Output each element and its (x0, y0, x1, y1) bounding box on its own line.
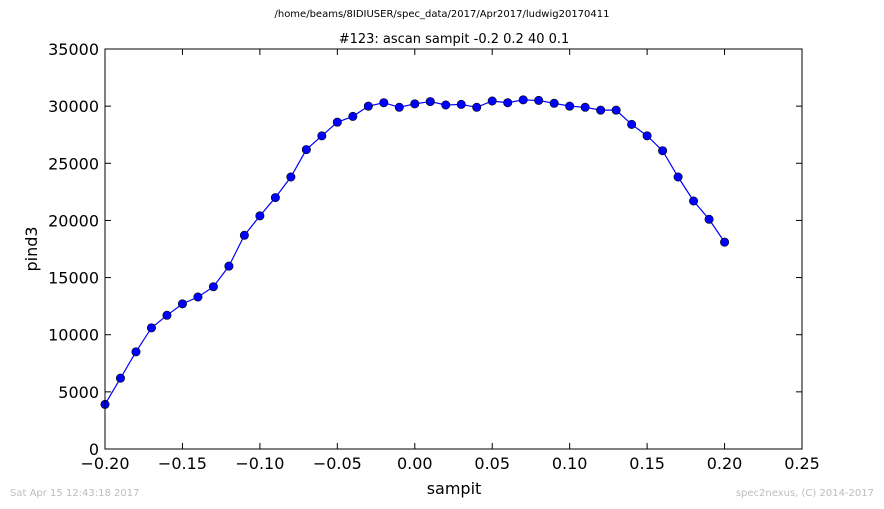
figure-suptitle: /home/beams/8IDIUSER/spec_data/2017/Apr2… (274, 9, 610, 20)
axis-ticks: −0.20 −0.15 −0.10 −0.05 0.00 0.05 0.10 0.15 0.20… (48, 40, 820, 473)
data-point (596, 105, 606, 115)
data-point (332, 117, 342, 127)
data-point (177, 299, 187, 309)
footer-credit: spec2nexus, (C) 2014-2017 (735, 488, 874, 499)
data-point (193, 292, 203, 302)
x-tick-label: 0.10 (552, 454, 588, 473)
y-tick-label: 35000 (48, 40, 99, 59)
data-point (565, 101, 575, 111)
x-tick-label: 0.25 (784, 454, 820, 473)
data-point (255, 211, 265, 221)
y-tick-label: 25000 (48, 154, 99, 173)
data-point (162, 310, 172, 320)
data-point (658, 146, 668, 156)
x-axis-label: sampit (427, 479, 482, 498)
data-point (673, 172, 683, 182)
data-point (363, 101, 373, 111)
x-tick-label: −0.20 (80, 454, 129, 473)
data-point (720, 237, 730, 247)
data-point (503, 98, 513, 108)
plot-area (100, 95, 730, 409)
x-tick-label: 0.00 (397, 454, 433, 473)
data-point (131, 347, 141, 357)
data-point (456, 99, 466, 109)
data-point (642, 131, 652, 141)
x-tick-label: 0.20 (707, 454, 743, 473)
x-tick-label: −0.05 (313, 454, 362, 473)
data-point (286, 172, 296, 182)
data-point (394, 102, 404, 112)
data-point (115, 373, 125, 383)
y-axis-label: pind3 (22, 226, 41, 271)
data-point (425, 97, 435, 107)
data-point (472, 102, 482, 112)
data-point (549, 98, 559, 108)
data-point (627, 119, 637, 129)
y-tick-label: 15000 (48, 269, 99, 288)
x-tick-label: 0.05 (474, 454, 510, 473)
data-point (611, 105, 621, 115)
data-point (146, 323, 156, 333)
series-line (104, 99, 726, 405)
y-tick-label: 30000 (48, 97, 99, 116)
data-point (518, 95, 528, 105)
chart-title: #123: ascan sampit -0.2 0.2 40 0.1 (339, 32, 570, 47)
data-point (379, 98, 389, 108)
footer-timestamp: Sat Apr 15 12:43:18 2017 (10, 488, 140, 499)
x-tick-label: −0.10 (235, 454, 284, 473)
x-tick-label: −0.15 (158, 454, 207, 473)
data-point (208, 282, 218, 292)
data-point (301, 145, 311, 155)
data-point (239, 230, 249, 240)
data-point (317, 131, 327, 141)
data-point (704, 214, 714, 224)
data-point (580, 102, 590, 112)
plot-frame (104, 48, 803, 450)
y-tick-label: 5000 (58, 383, 99, 402)
y-tick-label: 20000 (48, 211, 99, 230)
data-point (270, 193, 280, 203)
data-point (689, 196, 699, 206)
x-tick-label: 0.15 (629, 454, 665, 473)
data-point (441, 100, 451, 110)
data-point (410, 99, 420, 109)
data-point (348, 111, 358, 121)
y-tick-label: 0 (89, 440, 99, 459)
y-tick-label: 10000 (48, 326, 99, 345)
data-point (224, 261, 234, 271)
data-point (487, 96, 497, 106)
data-point (534, 95, 544, 105)
